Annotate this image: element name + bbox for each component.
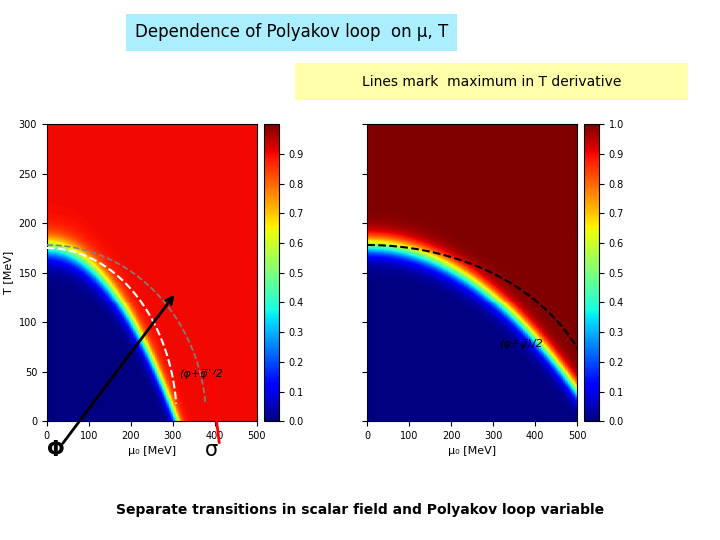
Y-axis label: T [MeV]: T [MeV] — [3, 251, 13, 294]
Text: (φ+φ̅)/2: (φ+φ̅)/2 — [500, 339, 543, 349]
Text: (φ+φ̅)/2: (φ+φ̅)/2 — [179, 369, 222, 379]
Text: Separate transitions in scalar field and Polyakov loop variable: Separate transitions in scalar field and… — [116, 503, 604, 517]
X-axis label: μ₀ [MeV]: μ₀ [MeV] — [127, 447, 176, 456]
X-axis label: μ₀ [MeV]: μ₀ [MeV] — [448, 447, 496, 456]
Text: Dependence of Polyakov loop  on μ, T: Dependence of Polyakov loop on μ, T — [135, 23, 449, 42]
Text: Φ: Φ — [47, 440, 64, 460]
Text: σ: σ — [205, 440, 218, 460]
Text: Lines mark  maximum in T derivative: Lines mark maximum in T derivative — [361, 75, 621, 89]
